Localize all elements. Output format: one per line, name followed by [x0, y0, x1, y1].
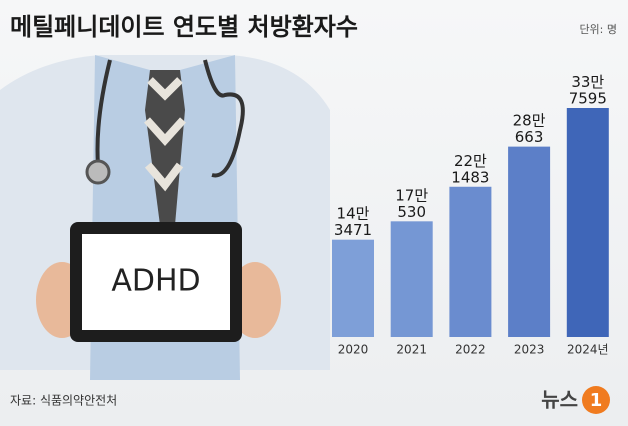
source: 자료: 식품의약안전처	[10, 393, 117, 408]
x-tick-label: 2020	[338, 343, 369, 357]
logo-name: 뉴스	[541, 388, 578, 412]
bar	[449, 186, 492, 337]
value-label: 22만 1483	[451, 151, 489, 186]
chart-title: 메틸페니데이트 연도별 처방환자수	[10, 13, 358, 41]
photo: ADHD	[0, 55, 330, 380]
tablet-text: ADHD	[111, 264, 200, 299]
x-tick-label: 2022	[455, 343, 486, 357]
unit-label: 단위: 명	[579, 23, 617, 36]
bar	[508, 146, 551, 337]
bar	[390, 221, 433, 337]
x-tick-label: 2023	[514, 343, 545, 357]
logo-badge	[582, 386, 610, 414]
value-label: 28만 663	[513, 111, 546, 146]
bar	[566, 108, 609, 337]
logo-mark: 1	[590, 390, 603, 411]
value-label: 14만 3471	[334, 204, 372, 239]
value-label: 17만 530	[395, 186, 428, 221]
x-tick-label: 2024년	[567, 343, 609, 357]
x-tick-label: 2021	[396, 343, 427, 357]
bar	[332, 239, 374, 337]
value-label: 33만 7595	[569, 73, 607, 108]
